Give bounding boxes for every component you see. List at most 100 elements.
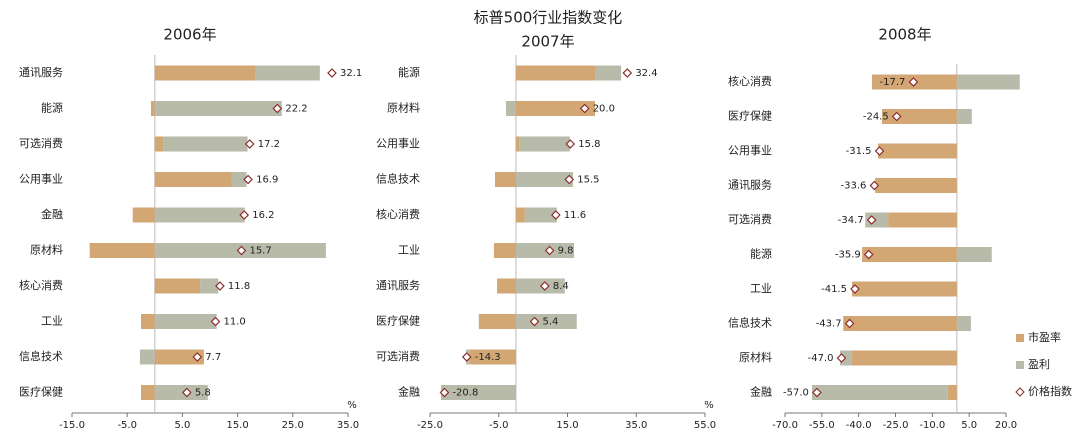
value-label: 11.8 [228,281,250,292]
category-label: 原材料 [387,101,420,115]
x-tick-label: -15.0 [59,420,85,431]
price-marker [844,318,855,329]
value-label: 17.2 [258,139,280,150]
category-label: 信息技术 [19,349,63,363]
bar [878,143,957,159]
x-tick-label: 5.0 [961,420,977,431]
panel-title: 2008年 [878,26,931,44]
value-label: -41.5 [821,284,847,295]
category-label: 能源 [750,247,772,261]
price-marker [236,245,247,256]
category-label: 工业 [750,282,772,295]
price-marker [565,139,576,149]
bar [519,136,570,152]
category-label: 金融 [41,207,63,221]
bar [524,207,557,223]
bar [478,314,516,329]
price-marker [579,103,590,114]
category-label: 公用事业 [19,173,63,186]
value-label: 15.8 [578,139,600,150]
category-label: 可选消费 [376,349,420,363]
category-label: 工业 [398,244,420,257]
x-tick-label: 35.0 [625,420,647,431]
x-tick-label: -25.0 [883,420,909,431]
bar [163,136,248,152]
value-label: 16.2 [252,210,274,221]
bar [154,136,164,152]
value-label: -43.7 [816,319,842,330]
legend-label: 价格指数 [1028,384,1072,398]
bar [956,316,971,331]
category-label: 核心消费 [376,207,420,221]
x-tick-label: -5.0 [117,420,137,431]
x-tick-label: 20.0 [995,420,1017,431]
bar [154,349,204,365]
bar [154,172,232,187]
bar [843,316,957,331]
bar [515,65,595,81]
value-label: 5.8 [195,388,211,399]
value-label: -35.9 [835,250,861,261]
value-label: -57.0 [783,388,809,399]
bar [852,281,957,297]
value-label: 7.7 [205,352,221,363]
value-label: 20.0 [593,104,615,115]
bar [956,109,972,124]
x-tick-label: 15.0 [556,420,578,431]
bar [154,65,256,81]
bar [255,65,320,81]
price-marker [564,174,575,185]
price-marker [908,77,919,87]
category-label: 核心消费 [19,278,63,292]
category-label: 医疗保健 [376,314,420,328]
value-label: 8.4 [553,281,569,292]
value-label: -24.5 [863,112,889,123]
category-label: 核心消费 [728,74,772,88]
bar [154,314,217,329]
category-label: 通讯服务 [728,179,772,192]
value-label: -47.0 [808,353,834,364]
bar [852,350,957,366]
value-label: -33.6 [841,181,867,192]
x-unit: % [704,400,714,411]
x-tick-label: -25.0 [417,420,443,431]
value-label: 32.1 [340,68,362,79]
value-label: 11.6 [564,210,586,221]
value-label: -17.7 [880,77,906,88]
value-label: 22.2 [285,104,307,115]
price-marker [327,68,337,78]
bar [89,243,155,258]
value-label: 32.4 [635,68,657,79]
bar [497,278,516,294]
price-marker [215,281,225,291]
bar [515,207,525,223]
bar [494,172,516,187]
bar [595,65,622,81]
price-marker [244,139,255,149]
price-marker [836,353,847,363]
price-marker [181,387,192,398]
price-marker [891,111,902,122]
bar [515,172,573,187]
bar [947,385,957,400]
x-tick-label: -70.0 [772,420,798,431]
category-label: 能源 [398,65,420,79]
value-label: 9.8 [558,246,574,257]
bar [505,101,516,116]
category-label: 公用事业 [728,144,772,157]
bar [888,212,957,228]
legend-swatch [1016,334,1024,342]
bar [231,172,247,187]
bar [956,247,992,262]
bar [154,101,282,116]
category-label: 工业 [41,315,63,328]
bar [956,74,1020,90]
price-marker [243,174,253,185]
x-unit: % [347,400,357,411]
legend-label: 市盈率 [1028,330,1061,344]
category-label: 金融 [750,385,772,399]
value-label: 15.5 [577,175,599,186]
price-marker [863,249,874,260]
x-tick-label: -55.0 [809,420,835,431]
x-tick-label: -10.0 [919,420,945,431]
